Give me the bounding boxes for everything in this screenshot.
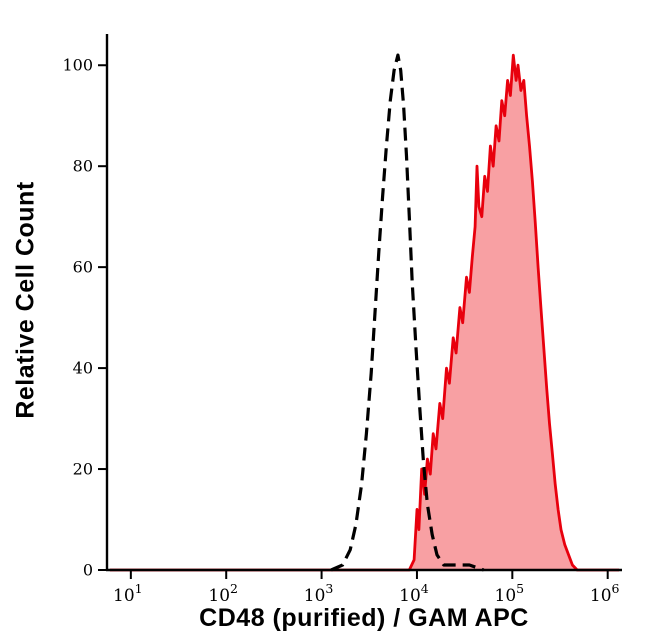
y-tick-label: 0 [83,561,93,580]
y-tick-label: 60 [73,258,93,277]
y-axis-title: Relative Cell Count [11,181,40,419]
black-dashed-histogram-curve [330,53,485,572]
y-tick-label: 40 [73,359,93,378]
x-tick-label: 102 [208,581,238,606]
x-tick-label: 106 [590,581,620,606]
y-tick-label: 80 [73,157,93,176]
red-filled-histogram-curve [109,53,620,572]
x-tick-label: 101 [113,581,143,606]
y-tick-label: 20 [73,460,93,479]
red-filled-histogram-fill [109,55,620,571]
x-tick-label: 104 [399,581,429,606]
x-tick-label: 105 [495,581,525,606]
x-axis-title: CD48 (purified) / GAM APC [199,604,529,632]
y-tick-label: 100 [62,56,93,75]
x-tick-label: 103 [304,581,334,606]
